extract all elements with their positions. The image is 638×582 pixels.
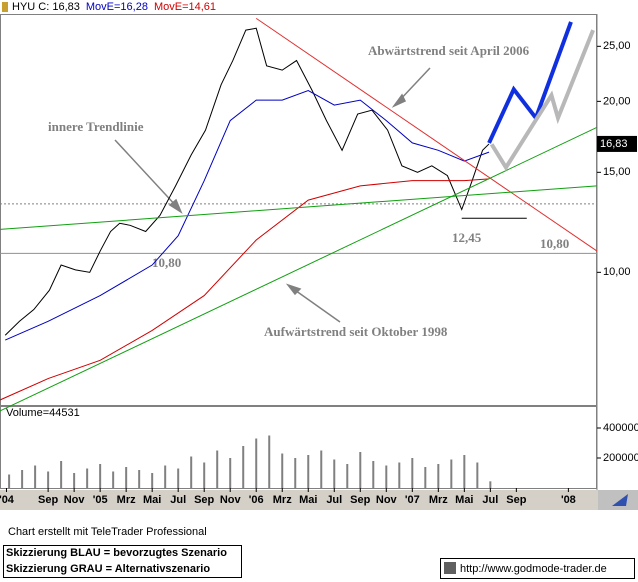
volume-bar (281, 453, 284, 488)
legend-entry: MovE=14,61 (154, 1, 216, 13)
x-tick-label: Jul (326, 494, 342, 506)
series-line (487, 21, 573, 144)
last-price-box (597, 135, 637, 152)
y-tick-label: 15,00 (603, 166, 631, 178)
volume-bar (450, 459, 453, 488)
level-label: 12,45 (452, 230, 482, 245)
x-tick-label: Mai (455, 494, 473, 506)
volume-bar (489, 481, 492, 488)
corner-icon (612, 494, 628, 506)
volume-bar (203, 462, 206, 488)
x-tick-label: Jul (482, 494, 498, 506)
url: http://www.godmode-trader.de (460, 563, 607, 575)
legend-box (3, 545, 242, 578)
volume-bar (255, 438, 258, 488)
volume-bar (359, 452, 362, 488)
volume-bar (463, 455, 466, 488)
credit: Chart erstellt mit TeleTrader Profession… (8, 526, 207, 538)
x-tick-label: Mrz (117, 494, 136, 506)
volume-bar (398, 462, 401, 488)
volume-bar (112, 471, 115, 488)
annotation: Aufwärtstrend seit Oktober 1998 (264, 324, 448, 339)
x-tick-label: Sep (506, 494, 526, 506)
x-tick-label: Sep (350, 494, 370, 506)
y-tick-label: 20,00 (603, 95, 631, 107)
volume-bar (73, 473, 76, 488)
y-tick-label: 10,00 (603, 266, 631, 278)
background (0, 0, 638, 490)
x-axis-band (0, 490, 638, 510)
volume-bar (216, 450, 219, 488)
volume-bar (47, 471, 50, 488)
volume-bar (34, 465, 37, 488)
volume-bar (346, 464, 349, 488)
x-tick-label: '04 (0, 494, 15, 506)
volume-bar (151, 473, 154, 488)
volume-bar (411, 458, 414, 488)
icon (2, 2, 8, 12)
x-tick-label: Nov (376, 494, 398, 506)
volume-bar (424, 467, 427, 488)
volume-bar (125, 467, 128, 488)
volume-bar (294, 458, 297, 488)
y-tick-label: 200000 (603, 452, 638, 464)
url-box (440, 558, 635, 579)
x-tick-label: Mrz (429, 494, 448, 506)
x-tick-label: Mai (143, 494, 161, 506)
corner-icon (598, 490, 638, 510)
y-tick-label: 400000 (603, 422, 638, 434)
legend-text: Skizzierung GRAU = Alternativszenario (6, 563, 210, 575)
volume-bar (21, 470, 24, 488)
volume-bar (268, 435, 271, 488)
annotation: Abwärtstrend seit April 2006 (368, 43, 530, 58)
series-line (5, 89, 490, 341)
level-label: 10,80 (152, 255, 181, 270)
volume-bar (99, 464, 102, 488)
series-line (489, 29, 595, 172)
level-label: 10,80 (540, 236, 569, 251)
legend-text: Skizzierung BLAU = bevorzugtes Szenario (6, 547, 227, 559)
volume-bar (476, 462, 479, 488)
x-tick-label: '08 (561, 494, 576, 506)
x-tick-label: Mrz (273, 494, 292, 506)
series-line (0, 126, 598, 412)
x-tick-label: Nov (220, 494, 242, 506)
x-tick-label: Nov (64, 494, 86, 506)
legend-entry: HYU C: 16,83 (12, 1, 80, 13)
series-line (255, 17, 598, 252)
y-tick-label: 25,00 (603, 40, 631, 52)
volume-bar (307, 455, 310, 488)
icon (444, 562, 456, 574)
legend-entry: MovE=16,28 (86, 1, 148, 13)
volume-bar (164, 465, 167, 488)
x-tick-label: Sep (38, 494, 58, 506)
arrows (114, 67, 431, 323)
x-tick-label: Sep (194, 494, 214, 506)
last-price-label: 16,83 (600, 138, 628, 150)
x-tick-label: '06 (249, 494, 264, 506)
series-line (4, 27, 490, 336)
volume-title: Volume=44531 (6, 407, 80, 419)
x-tick-label: Jul (170, 494, 186, 506)
x-tick-label: Mai (299, 494, 317, 506)
series-line (0, 178, 490, 401)
volume-bar (60, 461, 63, 488)
volume-bar (8, 474, 11, 488)
x-tick-label: '07 (405, 494, 420, 506)
volume-bar (229, 458, 232, 488)
volume-bar (190, 456, 193, 488)
series-line (0, 185, 598, 230)
volume-bar (437, 464, 440, 488)
x-tick-label: '05 (93, 494, 108, 506)
volume-bar (177, 468, 180, 488)
volume-bar (86, 468, 89, 488)
volume-bar (385, 465, 388, 488)
annotation: innere Trendlinie (48, 119, 144, 134)
volume-bar (138, 470, 141, 488)
volume-bar (372, 461, 375, 488)
volume-bar (242, 446, 245, 488)
volume-bar (320, 450, 323, 488)
volume-bar (333, 459, 336, 488)
